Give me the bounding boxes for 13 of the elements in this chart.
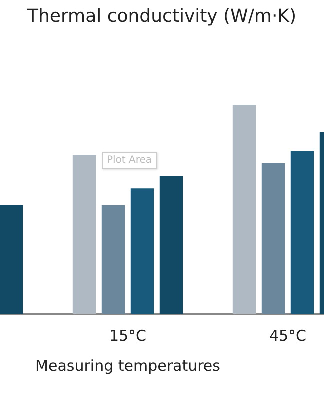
bar [262, 164, 286, 314]
x-tick-label: 15°C [109, 326, 147, 345]
bar [232, 105, 256, 314]
bar [290, 150, 314, 314]
annotation: Plot Area [102, 152, 158, 169]
chart-title: Thermal conductivity (W/m·K) [26, 6, 298, 27]
bar [130, 188, 154, 314]
x-tick-label: 45°C [269, 326, 307, 345]
bar [102, 205, 126, 314]
bar [160, 176, 184, 314]
x-axis-title: Measuring temperatures [36, 356, 221, 375]
bar [72, 155, 96, 314]
bar [0, 205, 24, 314]
